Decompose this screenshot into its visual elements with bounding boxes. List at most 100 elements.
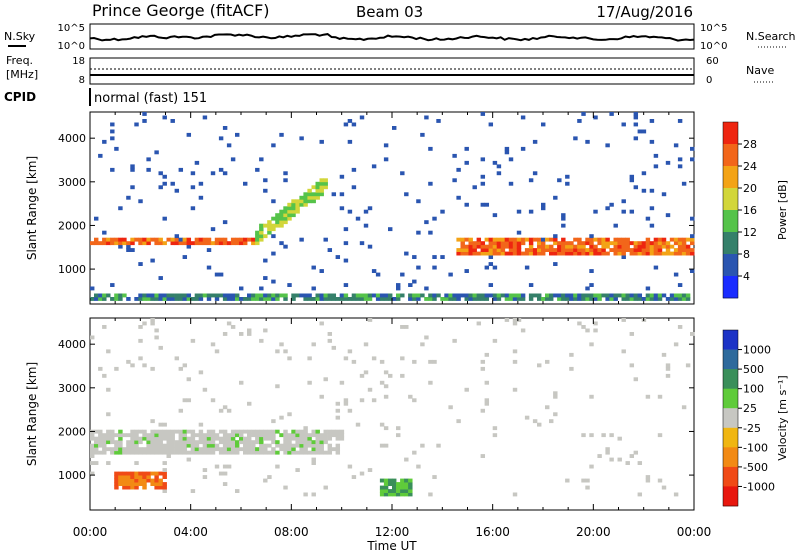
heatmap-cell xyxy=(645,475,651,479)
nave-tick-top: 60 xyxy=(706,56,719,67)
heatmap-cell xyxy=(637,241,643,246)
heatmap-cell xyxy=(589,293,594,298)
heatmap-cell xyxy=(585,478,590,483)
heatmap-cell xyxy=(617,248,622,252)
heatmap-cell xyxy=(323,429,328,434)
heatmap-cell xyxy=(456,237,461,242)
heatmap-cell xyxy=(609,248,614,252)
heatmap-cell xyxy=(383,297,389,301)
heatmap-cell xyxy=(106,440,111,445)
heatmap-cell xyxy=(677,157,683,162)
heatmap-cell xyxy=(669,237,675,242)
heatmap-cell xyxy=(295,429,300,434)
heatmap-cell xyxy=(516,230,522,235)
heatmap-cell xyxy=(247,436,252,441)
heatmap-cell xyxy=(512,318,518,322)
heatmap-cell xyxy=(621,237,626,242)
heatmap-cell xyxy=(162,475,167,479)
heatmap-cell xyxy=(114,471,119,476)
heatmap-cell xyxy=(343,283,349,287)
heatmap-cell xyxy=(508,181,514,186)
heatmap-cell xyxy=(645,248,651,252)
heatmap-cell xyxy=(508,244,514,249)
freq-tick-bottom: 8 xyxy=(79,75,85,86)
heatmap-cell xyxy=(593,251,598,256)
heatmap-cell xyxy=(331,433,337,438)
heatmap-cell xyxy=(528,237,534,242)
heatmap-cell xyxy=(609,433,614,438)
heatmap-cell xyxy=(259,433,264,438)
heatmap-cell xyxy=(239,332,244,336)
heatmap-cell xyxy=(367,206,373,211)
heatmap-cell xyxy=(601,248,606,252)
heatmap-cell xyxy=(480,293,486,298)
heatmap-cell xyxy=(226,443,232,448)
heatmap-cell xyxy=(146,297,151,301)
heatmap-cell xyxy=(484,293,490,298)
heatmap-cell xyxy=(251,237,256,242)
heatmap-cell xyxy=(222,433,228,438)
heatmap-cell xyxy=(271,223,276,228)
heatmap-cell xyxy=(158,471,163,476)
heatmap-cell xyxy=(690,146,695,151)
heatmap-cell xyxy=(420,342,425,347)
heatmap-cell xyxy=(255,429,260,434)
heatmap-cell xyxy=(383,492,389,497)
heatmap-cell xyxy=(661,192,667,197)
heatmap-cell xyxy=(142,112,147,116)
heatmap-cell xyxy=(267,230,272,235)
heatmap-cell xyxy=(146,471,151,476)
heatmap-cell xyxy=(545,244,550,249)
heatmap-cell xyxy=(577,119,582,123)
heatmap-cell xyxy=(235,447,240,452)
heatmap-cell xyxy=(118,471,123,476)
heatmap-cell xyxy=(496,237,502,242)
heatmap-cell xyxy=(383,370,389,375)
y-tick-label: 4000 xyxy=(58,338,86,351)
heatmap-cell xyxy=(291,209,296,214)
heatmap-cell xyxy=(218,272,224,277)
heatmap-cell xyxy=(118,443,123,448)
heatmap-cell xyxy=(532,171,538,176)
heatmap-cell xyxy=(541,248,546,252)
heatmap-cell xyxy=(452,178,457,183)
heatmap-cell xyxy=(239,237,244,242)
heatmap-cell xyxy=(339,206,345,211)
heatmap-cell xyxy=(339,174,345,179)
heatmap-cell xyxy=(512,359,518,364)
heatmap-cell xyxy=(299,293,304,298)
heatmap-cell xyxy=(504,297,510,301)
heatmap-cell xyxy=(500,248,506,252)
heatmap-cell xyxy=(255,293,260,298)
heatmap-cell xyxy=(653,244,659,249)
heatmap-cell xyxy=(303,492,308,497)
heatmap-cell xyxy=(665,244,671,249)
heatmap-cell xyxy=(150,258,155,263)
heatmap-cell xyxy=(182,241,188,246)
heatmap-cell xyxy=(146,241,151,246)
heatmap-cell xyxy=(520,146,526,151)
heatmap-cell xyxy=(170,443,175,448)
heatmap-cell xyxy=(206,265,212,270)
heatmap-cell xyxy=(190,489,196,493)
heatmap-cell xyxy=(162,181,167,186)
heatmap-cell xyxy=(303,443,308,448)
heatmap-cell xyxy=(134,237,139,242)
heatmap-cell xyxy=(460,241,465,246)
heatmap-cell xyxy=(557,297,562,301)
heatmap-cell xyxy=(142,447,147,452)
colorbar-label: Power [dB] xyxy=(776,180,789,240)
heatmap-cell xyxy=(343,258,349,263)
heatmap-cell xyxy=(226,241,232,246)
heatmap-cell xyxy=(621,255,626,259)
heatmap-cell xyxy=(102,433,107,438)
heatmap-cell xyxy=(557,248,562,252)
heatmap-cell xyxy=(230,450,236,455)
heatmap-cell xyxy=(150,433,155,438)
heatmap-cell xyxy=(98,440,103,445)
heatmap-cell xyxy=(279,433,284,438)
heatmap-cell xyxy=(476,244,482,249)
heatmap-cell xyxy=(255,447,260,452)
heatmap-cell xyxy=(545,248,550,252)
heatmap-cell xyxy=(315,436,320,441)
